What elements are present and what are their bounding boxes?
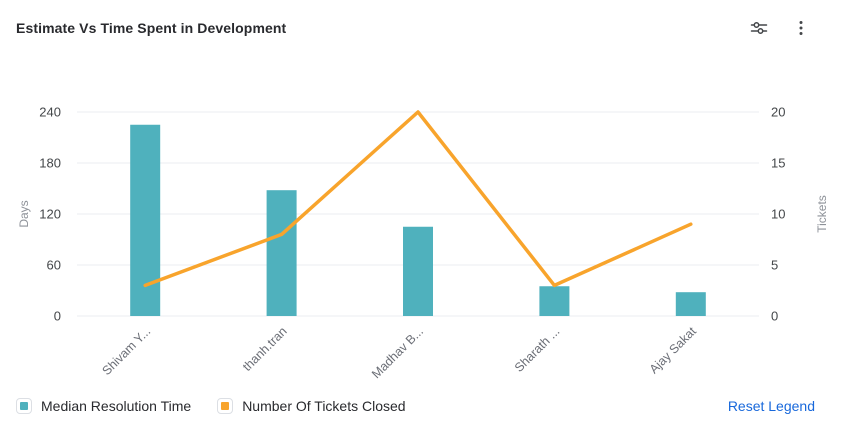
left-axis-tick-label: 180 [39, 156, 61, 171]
category-label-5: Ajay Sakat [647, 324, 700, 377]
header-actions [745, 14, 815, 42]
left-axis-name: Days [17, 200, 31, 227]
right-axis-tick-label: 20 [771, 105, 785, 120]
left-axis-tick-label: 60 [47, 258, 61, 273]
category-label-4: Sharath ... [512, 324, 563, 375]
legend-bar: Median Resolution Time Number Of Tickets … [16, 394, 815, 418]
legend-swatch-icon [16, 398, 32, 414]
category-label-1: Shivam Y... [100, 324, 154, 378]
reset-legend-link[interactable]: Reset Legend [727, 398, 815, 414]
legend-item-label: Median Resolution Time [41, 398, 192, 414]
right-axis-name: Tickets [815, 195, 829, 233]
legend-item[interactable]: Median Resolution Time [16, 398, 191, 414]
bar-4[interactable] [539, 286, 570, 316]
chart-title: Estimate Vs Time Spent in Development [16, 20, 287, 36]
bar-5[interactable] [675, 292, 706, 316]
legend-swatch-icon [217, 398, 234, 414]
line-series[interactable] [143, 110, 693, 288]
bar-3[interactable] [403, 226, 433, 316]
bar-1[interactable] [130, 124, 161, 316]
category-label-3: Madhav B... [369, 324, 426, 381]
right-axis-tick-label: 15 [771, 156, 785, 171]
filter-sliders-icon[interactable] [745, 14, 773, 42]
kebab-menu-icon[interactable] [787, 14, 815, 42]
left-axis-tick-label: 0 [54, 309, 61, 324]
chart-area: 0 60 120 180 240 0 5 10 15 20 Days Tickets Shivam Y.… [0, 55, 841, 395]
legend-item-label: Number Of Tickets Closed [242, 398, 406, 414]
right-axis-tick-label: 5 [771, 258, 778, 273]
right-axis-tick-label: 10 [771, 207, 785, 222]
right-axis-tick-label: 0 [771, 309, 778, 324]
category-label-2: thanh.tran [240, 324, 290, 374]
left-axis-tick-label: 240 [39, 105, 61, 120]
chart-svg: 0 60 120 180 240 0 5 10 15 20 Days Tickets Shivam Y.… [17, 105, 829, 382]
bar-2[interactable] [266, 190, 297, 316]
card-header: Estimate Vs Time Spent in Development [0, 0, 841, 56]
left-axis-tick-label: 120 [39, 207, 61, 222]
legend-item[interactable]: Number Of Tickets Closed [217, 398, 406, 414]
